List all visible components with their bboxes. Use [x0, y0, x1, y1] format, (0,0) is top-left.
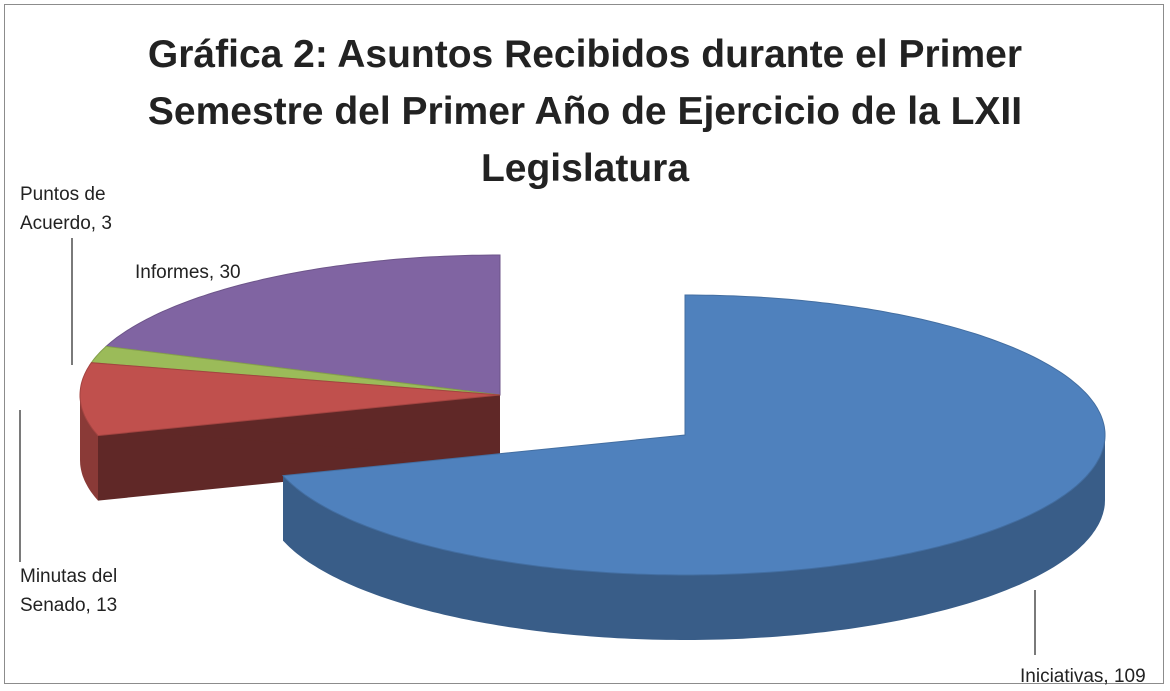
chart-frame [4, 4, 1164, 684]
slice [281, 294, 1106, 576]
data-label: Minutas del Senado, 13 [20, 566, 118, 616]
slice [104, 254, 501, 396]
slice [79, 362, 501, 437]
data-label: Iniciativas, 109 [1020, 666, 1146, 687]
data-label: Puntos de Acuerdo, 3 [20, 184, 112, 234]
slice [90, 345, 501, 396]
slice-wall [80, 395, 98, 501]
data-label: Informes, 30 [135, 262, 241, 283]
chart-title: Gráfica 2: Asuntos Recibidos durante el … [147, 33, 1023, 190]
slice-wall [283, 435, 1105, 640]
